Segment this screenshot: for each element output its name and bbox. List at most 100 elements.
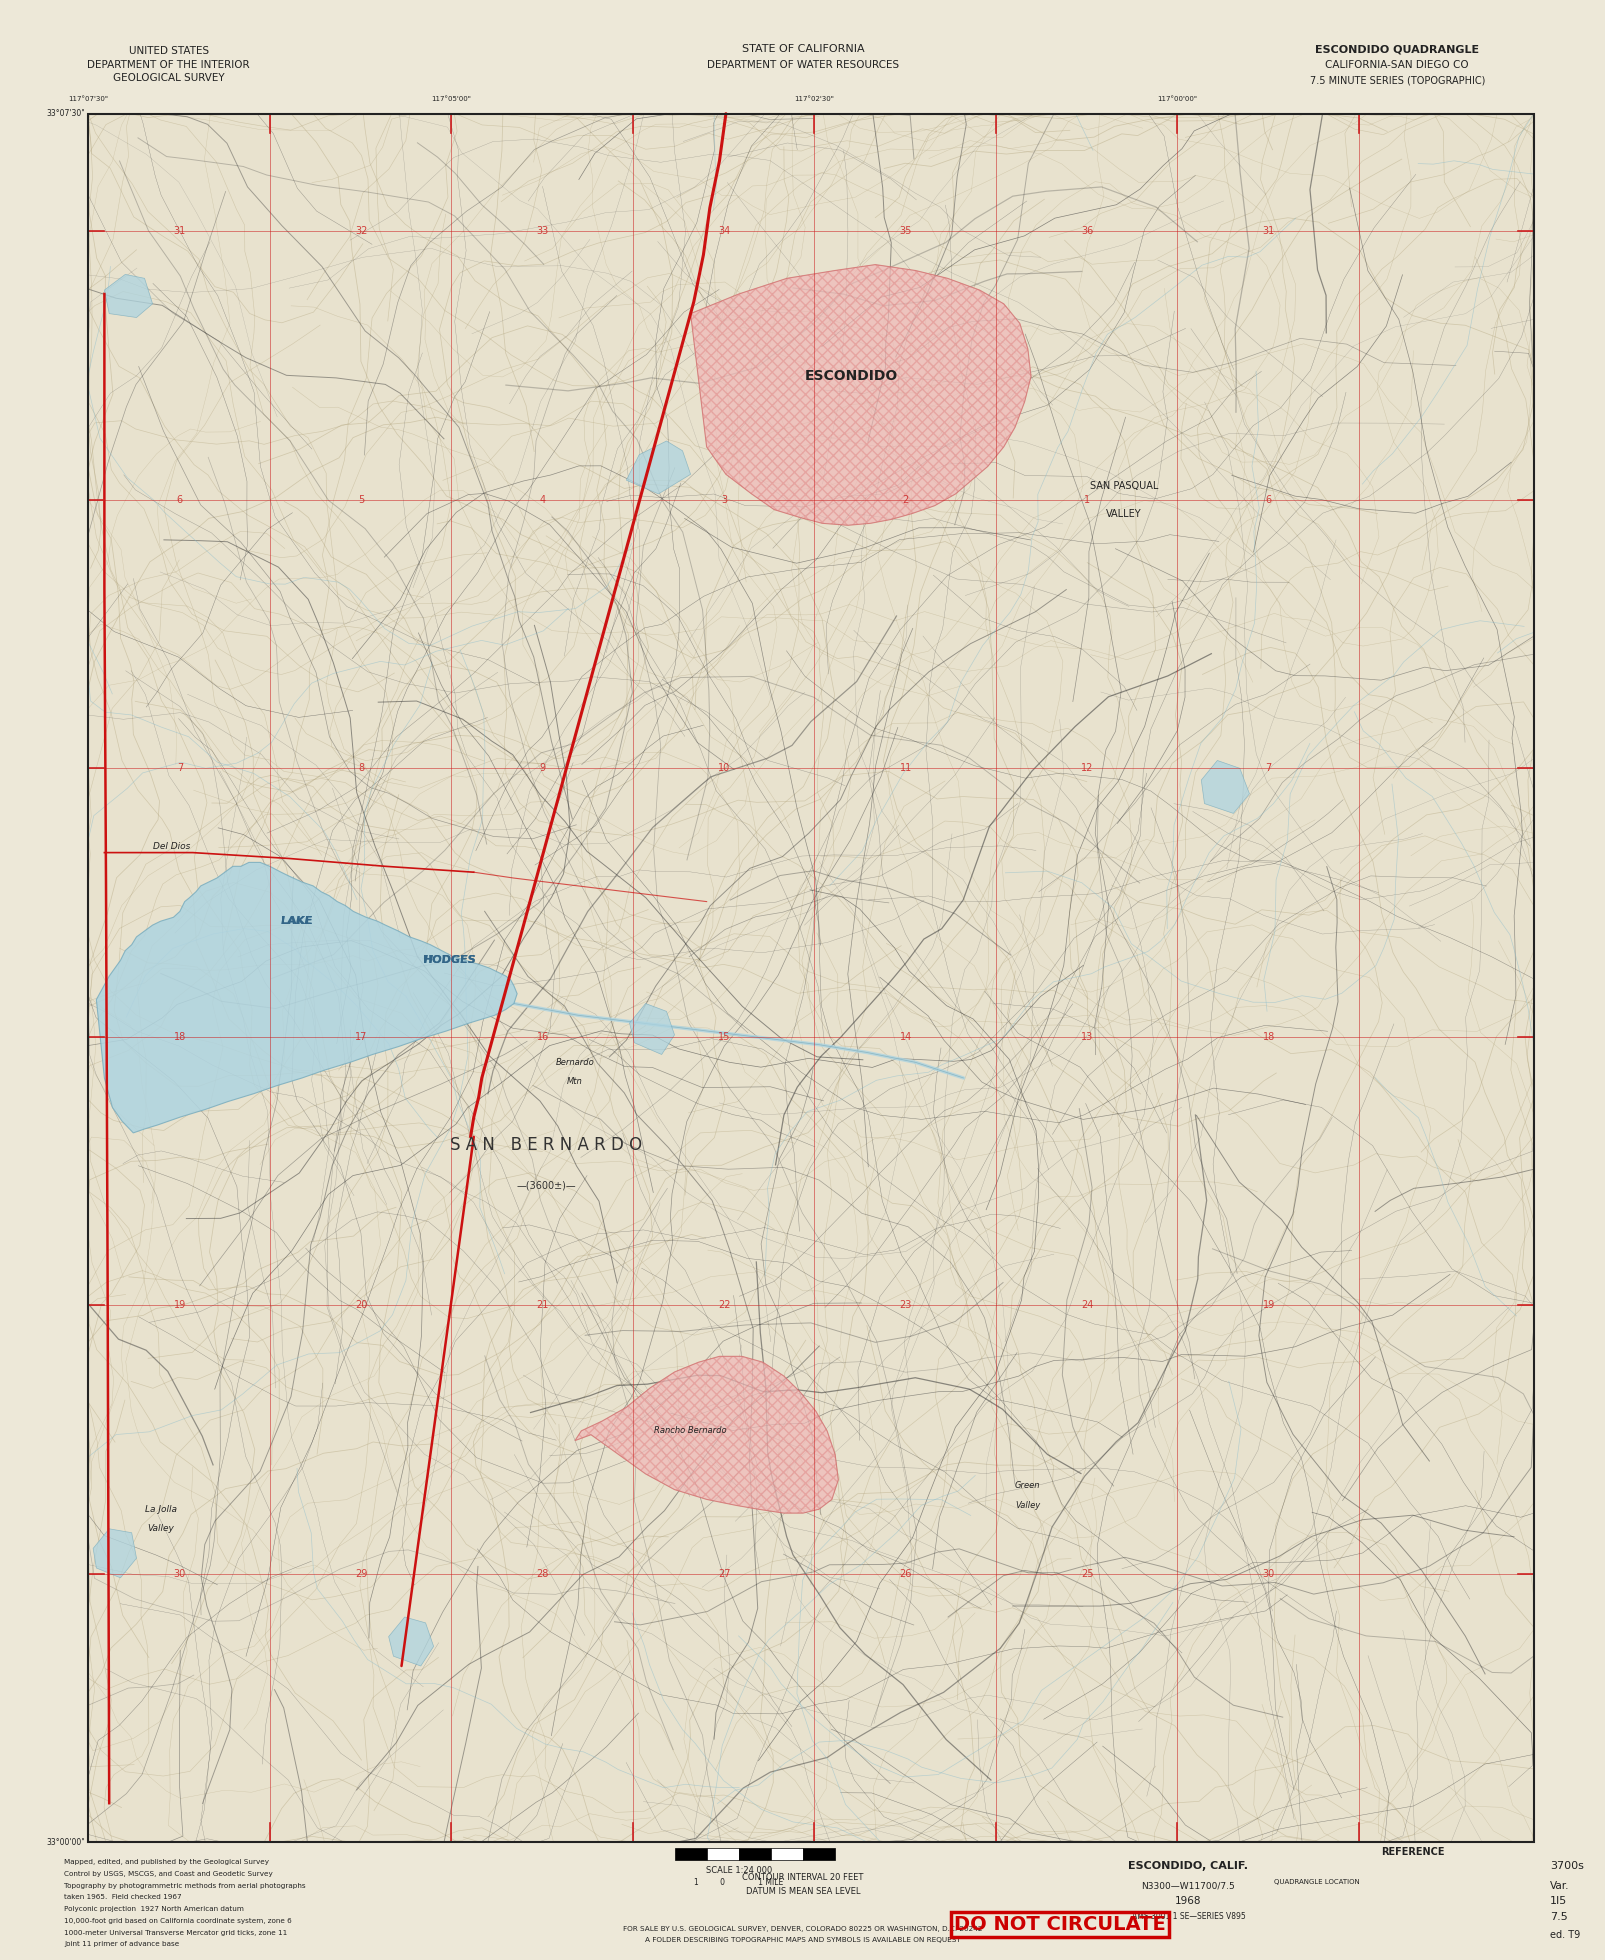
- Text: 10: 10: [717, 762, 730, 774]
- Text: A FOLDER DESCRIBING TOPOGRAPHIC MAPS AND SYMBOLS IS AVAILABLE ON REQUEST: A FOLDER DESCRIBING TOPOGRAPHIC MAPS AND…: [645, 1936, 960, 1944]
- Polygon shape: [388, 1617, 433, 1666]
- Polygon shape: [626, 441, 690, 494]
- Text: 1         0              1 MILE: 1 0 1 MILE: [693, 1878, 783, 1887]
- Text: ESCONDIDO: ESCONDIDO: [804, 368, 897, 384]
- Text: QUADRANGLE LOCATION: QUADRANGLE LOCATION: [1273, 1878, 1359, 1886]
- Text: Del Dios: Del Dios: [152, 843, 191, 851]
- Text: Control by USGS, MSCGS, and Coast and Geodetic Survey: Control by USGS, MSCGS, and Coast and Ge…: [64, 1870, 273, 1878]
- Text: 8: 8: [358, 762, 364, 774]
- Text: N3300—W11700/7.5: N3300—W11700/7.5: [1141, 1882, 1234, 1889]
- Text: 33°07'30": 33°07'30": [47, 110, 85, 118]
- Bar: [802, 1848, 835, 1860]
- Text: 21: 21: [536, 1299, 549, 1311]
- Text: Mapped, edited, and published by the Geological Survey: Mapped, edited, and published by the Geo…: [64, 1858, 270, 1866]
- Text: HODGES: HODGES: [424, 955, 475, 966]
- Text: 12: 12: [1080, 762, 1093, 774]
- Text: Valley: Valley: [1014, 1501, 1040, 1509]
- Text: DO NOT CIRCULATE: DO NOT CIRCULATE: [953, 1915, 1165, 1935]
- Text: SAN PASQUAL: SAN PASQUAL: [1090, 480, 1157, 492]
- Text: DEPARTMENT OF WATER RESOURCES: DEPARTMENT OF WATER RESOURCES: [706, 59, 899, 71]
- Text: 6: 6: [1265, 494, 1271, 506]
- Text: UNITED STATES: UNITED STATES: [128, 45, 209, 57]
- Text: Var.: Var.: [1549, 1880, 1568, 1891]
- Text: 1000-meter Universal Transverse Mercator grid ticks, zone 11: 1000-meter Universal Transverse Mercator…: [64, 1929, 287, 1936]
- Text: AMS 3001 1 SE—SERIES V895: AMS 3001 1 SE—SERIES V895: [1132, 1913, 1244, 1921]
- Text: 35: 35: [899, 225, 912, 237]
- Text: —(3600±)—: —(3600±)—: [515, 1180, 576, 1192]
- Text: ESCONDIDO QUADRANGLE: ESCONDIDO QUADRANGLE: [1314, 43, 1478, 55]
- Bar: [88, 114, 1533, 1842]
- Text: 7: 7: [1265, 762, 1271, 774]
- Polygon shape: [690, 265, 1030, 525]
- Text: 18: 18: [173, 1031, 186, 1043]
- Text: 3: 3: [721, 494, 727, 506]
- Text: 1: 1: [1083, 494, 1090, 506]
- Text: 10,000-foot grid based on California coordinate system, zone 6: 10,000-foot grid based on California coo…: [64, 1917, 292, 1925]
- Text: 16: 16: [536, 1031, 549, 1043]
- Bar: [88, 114, 1533, 1842]
- Text: 30: 30: [173, 1568, 186, 1580]
- Text: 33: 33: [536, 225, 549, 237]
- Text: LAKE: LAKE: [281, 915, 313, 927]
- Text: 4: 4: [539, 494, 546, 506]
- Polygon shape: [96, 862, 517, 1133]
- Text: 7.5 MINUTE SERIES (TOPOGRAPHIC): 7.5 MINUTE SERIES (TOPOGRAPHIC): [1308, 74, 1485, 86]
- Text: 33°00'00": 33°00'00": [47, 1838, 85, 1846]
- Text: 117°02'30": 117°02'30": [794, 96, 833, 102]
- Text: 2: 2: [902, 494, 908, 506]
- Text: 26: 26: [899, 1568, 912, 1580]
- Text: Joint 11 primer of advance base: Joint 11 primer of advance base: [64, 1940, 180, 1948]
- Text: Rancho Bernardo: Rancho Bernardo: [653, 1427, 727, 1435]
- Text: 20: 20: [355, 1299, 368, 1311]
- Text: CALIFORNIA-SAN DIEGO CO: CALIFORNIA-SAN DIEGO CO: [1324, 59, 1469, 71]
- Text: ESCONDIDO, CALIF.: ESCONDIDO, CALIF.: [1128, 1860, 1247, 1872]
- Text: Green: Green: [1014, 1482, 1040, 1490]
- Text: 17: 17: [355, 1031, 368, 1043]
- Bar: [706, 1848, 738, 1860]
- Polygon shape: [629, 1004, 674, 1054]
- Text: S A N   B E R N A R D O: S A N B E R N A R D O: [449, 1135, 642, 1154]
- Text: VALLEY: VALLEY: [1106, 508, 1141, 519]
- Polygon shape: [93, 1529, 136, 1578]
- Text: La Jolla: La Jolla: [144, 1505, 177, 1513]
- Text: DEPARTMENT OF THE INTERIOR: DEPARTMENT OF THE INTERIOR: [87, 59, 250, 71]
- Text: FOR SALE BY U.S. GEOLOGICAL SURVEY, DENVER, COLORADO 80225 OR WASHINGTON, D.C. 2: FOR SALE BY U.S. GEOLOGICAL SURVEY, DENV…: [623, 1925, 982, 1933]
- Text: 25: 25: [1080, 1568, 1093, 1580]
- Text: 13: 13: [1080, 1031, 1093, 1043]
- Text: 15: 15: [717, 1031, 730, 1043]
- Text: 7: 7: [177, 762, 183, 774]
- Text: 1968: 1968: [1175, 1895, 1201, 1907]
- Text: GEOLOGICAL SURVEY: GEOLOGICAL SURVEY: [112, 73, 225, 84]
- Text: Mtn: Mtn: [567, 1078, 583, 1086]
- Text: 3700s: 3700s: [1549, 1860, 1583, 1872]
- Text: 32: 32: [355, 225, 368, 237]
- Polygon shape: [1201, 760, 1249, 813]
- Text: 28: 28: [536, 1568, 549, 1580]
- Text: 30: 30: [1262, 1568, 1274, 1580]
- Text: ed. T9: ed. T9: [1549, 1929, 1579, 1940]
- Polygon shape: [575, 1356, 838, 1513]
- Text: 19: 19: [1262, 1299, 1274, 1311]
- Text: 36: 36: [1080, 225, 1093, 237]
- Text: 7.5: 7.5: [1549, 1911, 1566, 1923]
- Text: 31: 31: [173, 225, 186, 237]
- Text: 9: 9: [539, 762, 546, 774]
- Bar: [738, 1848, 770, 1860]
- Bar: [674, 1848, 706, 1860]
- Text: DATUM IS MEAN SEA LEVEL: DATUM IS MEAN SEA LEVEL: [745, 1887, 860, 1895]
- Text: taken 1965.  Field checked 1967: taken 1965. Field checked 1967: [64, 1893, 181, 1901]
- Text: Polyconic projection  1927 North American datum: Polyconic projection 1927 North American…: [64, 1905, 244, 1913]
- Text: 31: 31: [1262, 225, 1274, 237]
- Text: LAKE: LAKE: [281, 915, 313, 927]
- Text: 24: 24: [1080, 1299, 1093, 1311]
- Text: 23: 23: [899, 1299, 912, 1311]
- Text: 117°05'00": 117°05'00": [432, 96, 470, 102]
- Text: 34: 34: [717, 225, 730, 237]
- Text: REFERENCE: REFERENCE: [1380, 1846, 1444, 1858]
- Text: 117°00'00": 117°00'00": [1157, 96, 1196, 102]
- Text: 14: 14: [899, 1031, 912, 1043]
- Text: 29: 29: [355, 1568, 368, 1580]
- Text: SCALE 1:24 000: SCALE 1:24 000: [705, 1866, 772, 1876]
- Text: 1I5: 1I5: [1549, 1895, 1566, 1907]
- Text: Topography by photogrammetric methods from aerial photographs: Topography by photogrammetric methods fr…: [64, 1882, 305, 1889]
